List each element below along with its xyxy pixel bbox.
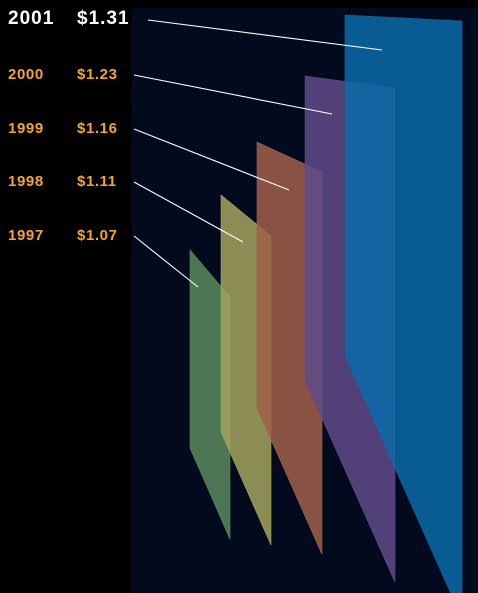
value-label-2000: $1.23 bbox=[77, 66, 118, 83]
value-label-2001: $1.31 bbox=[77, 8, 130, 29]
leader-lines-group bbox=[133, 19, 383, 288]
leader-line-1998 bbox=[133, 181, 244, 243]
labels-group: 1997 $1.07 1998 $1.11 1999 $1.16 2000 $1.23 2001… bbox=[8, 8, 130, 244]
leader-line-1999 bbox=[133, 128, 290, 191]
year-label-2000: 2000 bbox=[8, 66, 44, 83]
value-label-1999: $1.16 bbox=[77, 120, 118, 137]
year-label-1997: 1997 bbox=[8, 227, 44, 244]
year-label-2001: 2001 bbox=[8, 8, 54, 29]
value-label-1998: $1.11 bbox=[77, 173, 117, 190]
bar-2001 bbox=[344, 14, 463, 593]
bars-group bbox=[189, 14, 463, 593]
leader-line-2001 bbox=[147, 19, 383, 51]
bar-1997 bbox=[189, 249, 231, 540]
year-label-1998: 1998 bbox=[8, 173, 44, 190]
leader-line-2000 bbox=[133, 74, 333, 115]
value-label-1997: $1.07 bbox=[77, 227, 118, 244]
leader-line-1997 bbox=[133, 235, 199, 288]
year-label-1999: 1999 bbox=[8, 120, 44, 137]
